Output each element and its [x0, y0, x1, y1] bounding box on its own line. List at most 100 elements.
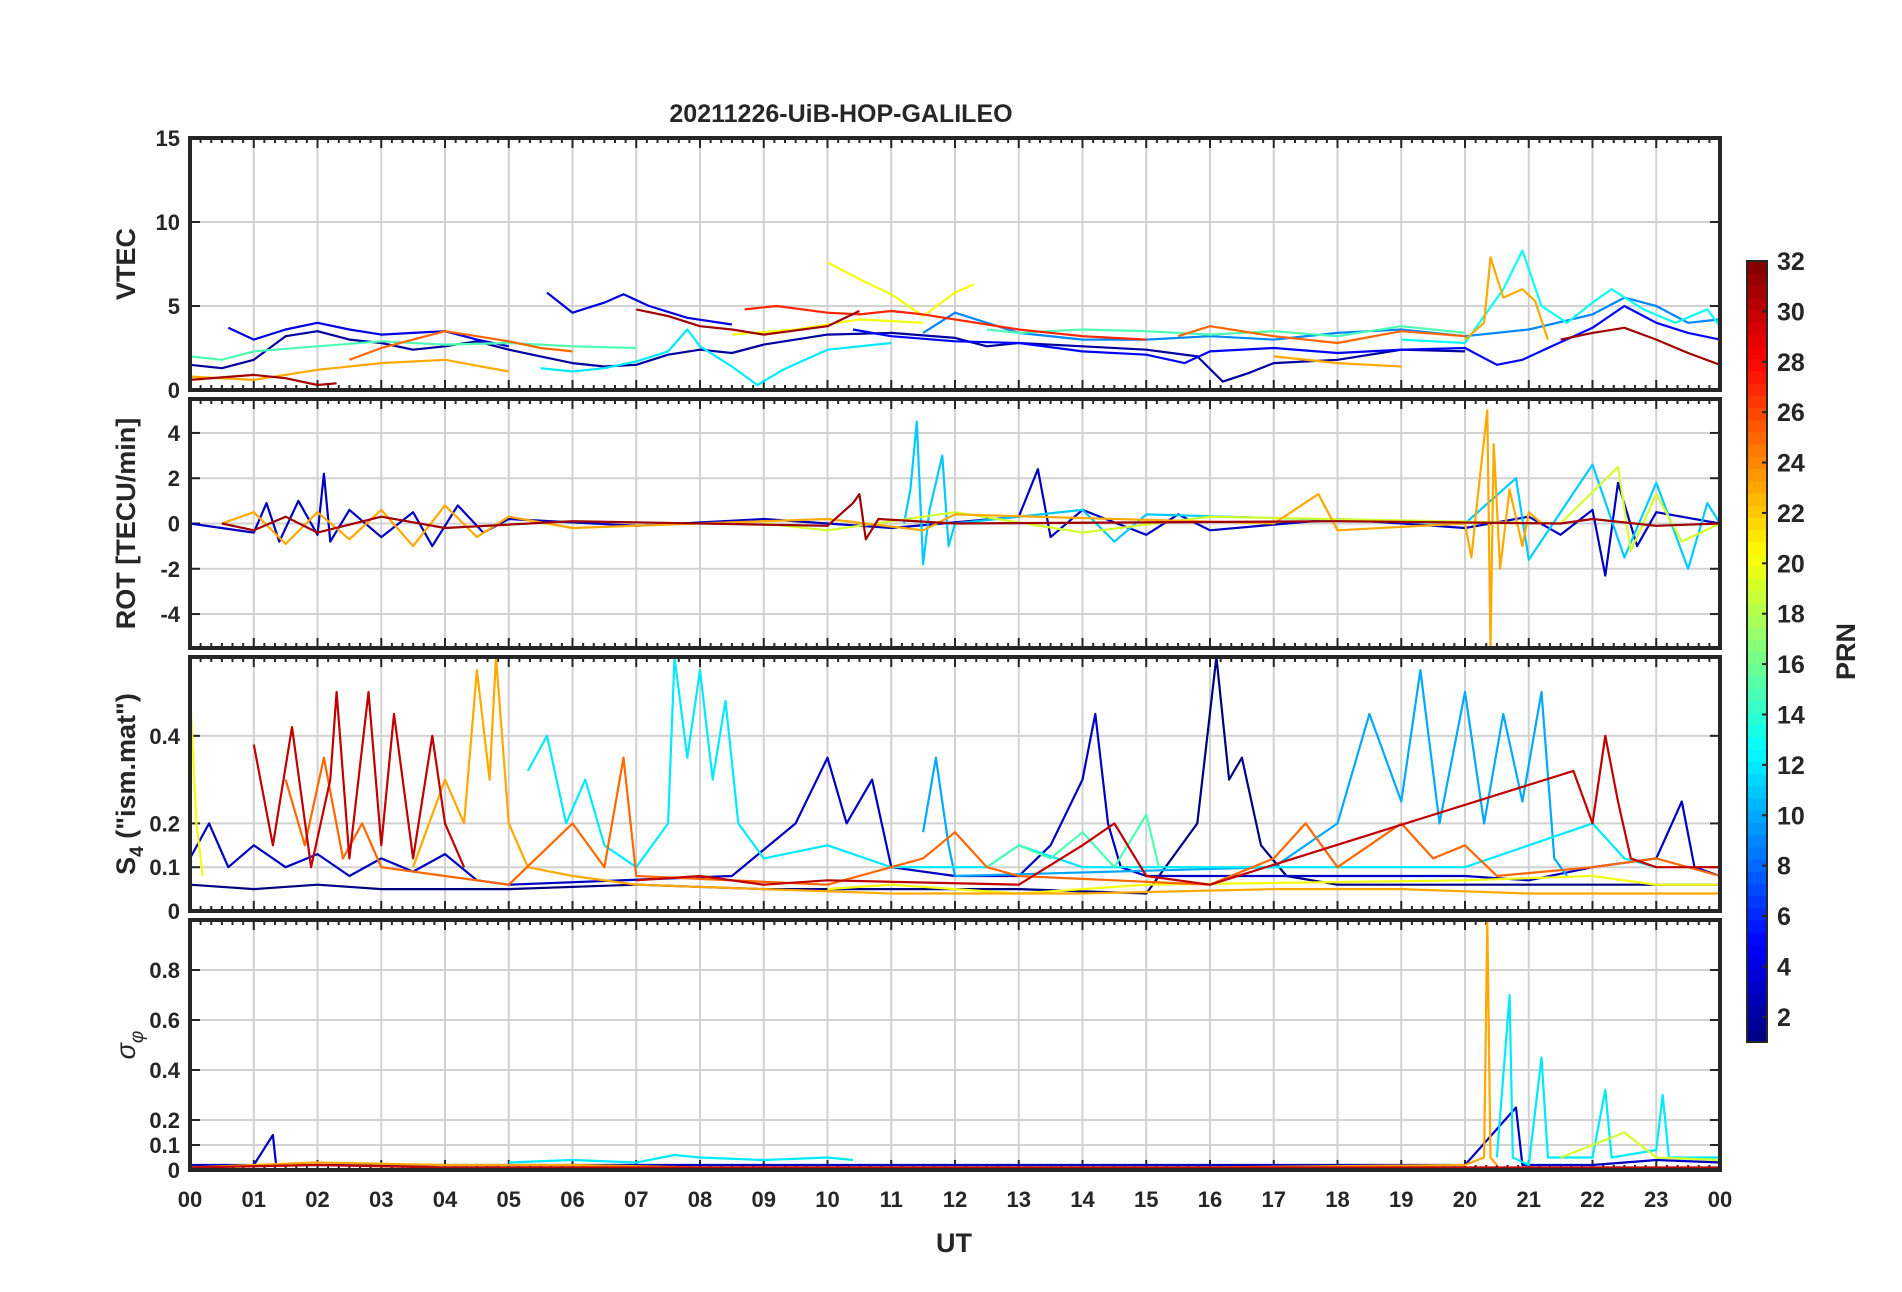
colorbar-tick-label: 14	[1777, 701, 1805, 729]
x-tick-label: 13	[1007, 1187, 1031, 1212]
colorbar-segment	[1747, 639, 1767, 653]
y-tick-label: 10	[156, 210, 180, 235]
series-prn-20	[827, 874, 1720, 895]
colorbar-segment	[1747, 468, 1767, 482]
x-tick-label: 02	[305, 1187, 329, 1212]
y-tick-label: 0.4	[149, 1058, 180, 1083]
series-prn-9	[922, 296, 1720, 341]
colorbar-tick-label: 16	[1777, 651, 1805, 679]
series-prn-12	[1495, 993, 1720, 1167]
series-prn-13	[1401, 249, 1720, 345]
colorbar-segment	[1747, 736, 1767, 750]
colorbar-segment	[1747, 541, 1767, 555]
colorbar-segment	[1747, 993, 1767, 1006]
colorbar-tick-label: 18	[1777, 601, 1805, 629]
x-tick-label: 14	[1070, 1187, 1095, 1212]
colorbar-segment	[1747, 1005, 1767, 1019]
colorbar-segment	[1747, 383, 1767, 396]
colorbar-segment	[1747, 980, 1767, 994]
colorbar-segment	[1747, 883, 1767, 897]
y-axis-title: VTEC	[111, 228, 141, 300]
x-tick-label: 05	[497, 1187, 521, 1212]
colorbar-segment	[1747, 358, 1767, 372]
y-tick-label: 4	[168, 421, 181, 446]
x-tick-label: 06	[560, 1187, 584, 1212]
x-tick-label: 17	[1262, 1187, 1286, 1212]
series-prn-31	[190, 373, 337, 387]
colorbar-segment	[1747, 1017, 1767, 1031]
colorbar-segment	[1747, 444, 1767, 457]
x-tick-label: 07	[624, 1187, 648, 1212]
y-axis-title: σφ	[111, 1031, 148, 1060]
y-tick-label: 0.8	[149, 958, 180, 983]
panel-frame	[188, 655, 1722, 913]
panel-vtec: 0 5 10 15 VTEC	[111, 126, 1722, 403]
x-axis-labels: 00 01 02 03 04 05 06 07 08 09 10 11 12 13 14 15 16 17 18 19…	[178, 1187, 1732, 1212]
x-tick-label: 22	[1580, 1187, 1604, 1212]
series-prn-25	[349, 330, 573, 361]
colorbar-segment	[1747, 688, 1767, 701]
series-prn-15	[190, 340, 637, 361]
series-prn-3	[190, 1106, 1720, 1167]
series-prn-3	[190, 468, 1720, 577]
colorbar-segment	[1747, 419, 1767, 433]
y-tick-label: 2	[168, 466, 180, 491]
colorbar-segment	[1747, 614, 1767, 628]
colorbar-tick-label: 30	[1777, 298, 1805, 326]
colorbar-tick-label: 12	[1777, 752, 1805, 780]
colorbar-segment	[1747, 431, 1767, 445]
y-tick-label: 5	[168, 294, 180, 319]
colorbar-segment	[1747, 968, 1767, 982]
colorbar-segment	[1747, 407, 1767, 421]
x-tick-label: 04	[433, 1187, 458, 1212]
colorbar-tick-label: 28	[1777, 349, 1805, 377]
x-axis-title: UT	[936, 1228, 972, 1258]
colorbar-segment	[1747, 785, 1767, 799]
series-prn-19	[1560, 1131, 1720, 1162]
series-prn-23	[221, 409, 1543, 648]
series-prn-23	[412, 657, 1720, 895]
colorbar-segment	[1747, 797, 1767, 811]
series-prn-12	[508, 1153, 854, 1164]
colorbar-tick-label: 22	[1777, 500, 1805, 528]
x-tick-label: 08	[688, 1187, 712, 1212]
colorbar-segment	[1747, 322, 1767, 335]
colorbar-segment	[1747, 700, 1767, 714]
colorbar-segment	[1747, 651, 1767, 665]
y-axis-title: ROT [TECU/min]	[111, 418, 141, 629]
colorbar-label: PRN	[1831, 623, 1861, 680]
colorbar-tick-label: 6	[1777, 903, 1791, 931]
colorbar-segment	[1747, 553, 1767, 567]
series-group	[190, 409, 1720, 648]
colorbar-segment	[1747, 919, 1767, 933]
colorbar-segment	[1747, 492, 1767, 506]
series-prn-12	[540, 328, 892, 387]
colorbar-segment	[1747, 590, 1767, 604]
x-tick-label: 00	[1708, 1187, 1732, 1212]
colorbar-tick-label: 2	[1777, 1004, 1791, 1032]
colorbar-segment	[1747, 858, 1767, 872]
colorbar-segment	[1747, 334, 1767, 348]
colorbar-segment	[1747, 261, 1767, 274]
series-prn-23	[1464, 256, 1549, 341]
series-prn-30	[252, 690, 466, 869]
colorbar-segment	[1747, 602, 1767, 616]
panel-s4: 0 0.1 0.2 0.4S4 ("ism.mat")	[111, 655, 1722, 924]
colorbar-tick-label: 20	[1777, 550, 1805, 578]
x-tick-label: 23	[1644, 1187, 1668, 1212]
x-tick-label: 00	[178, 1187, 202, 1212]
colorbar-tick-label: 10	[1777, 802, 1805, 830]
colorbar-segment	[1747, 907, 1767, 921]
series-prn-15	[986, 813, 1161, 869]
x-tick-label: 19	[1389, 1187, 1413, 1212]
series-group	[190, 657, 1720, 895]
series-prn-12	[526, 657, 1657, 869]
colorbar-tick-label: 32	[1777, 248, 1805, 276]
colorbar-segment	[1747, 895, 1767, 909]
series-prn-31	[221, 493, 1720, 541]
x-tick-label: 09	[752, 1187, 776, 1212]
y-tick-label: 0	[168, 512, 180, 537]
colorbar-segment	[1747, 566, 1767, 579]
